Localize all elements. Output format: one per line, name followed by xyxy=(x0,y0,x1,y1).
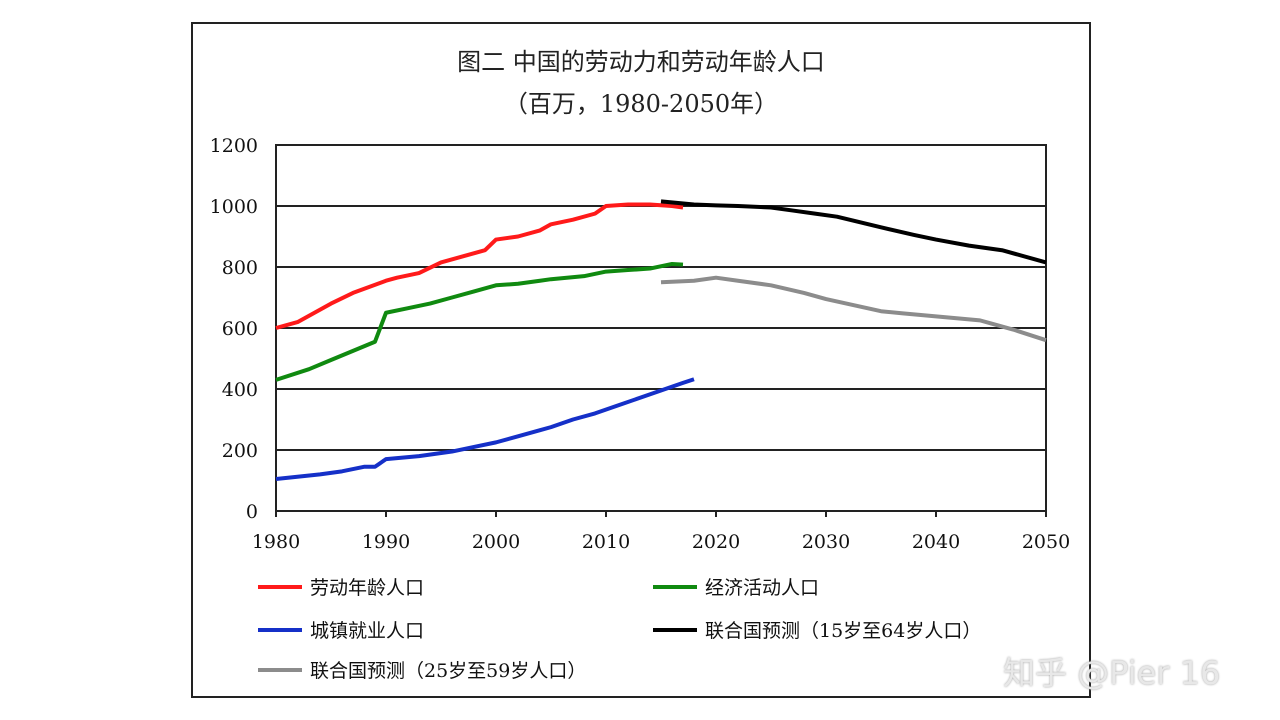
legend-label: 联合国预测（15岁至64岁人口） xyxy=(705,620,982,642)
legend-label: 经济活动人口 xyxy=(705,577,820,599)
legend-label: 联合国预测（25岁至59岁人口） xyxy=(310,660,587,682)
y-tick-label: 800 xyxy=(222,257,258,279)
legend-item: 经济活动人口 xyxy=(653,573,819,600)
y-tick-label: 1200 xyxy=(210,135,258,157)
legend-swatch xyxy=(258,627,302,632)
x-tick-label: 1990 xyxy=(362,531,410,553)
y-tick-label: 0 xyxy=(246,501,258,523)
legend-swatch xyxy=(653,584,697,589)
series-line-2 xyxy=(275,377,695,481)
x-tick-label: 2050 xyxy=(1022,531,1070,553)
chart-title: 图二 中国的劳动力和劳动年龄人口 xyxy=(457,48,825,76)
y-tick-label: 600 xyxy=(222,318,258,340)
series-line-3 xyxy=(660,199,1047,265)
chart-subtitle: （百万，1980-2050年） xyxy=(503,90,779,118)
legend-item: 联合国预测（25岁至59岁人口） xyxy=(258,656,586,683)
series-line-1 xyxy=(275,261,684,382)
x-tick-label: 2040 xyxy=(912,531,960,553)
legend-swatch xyxy=(653,627,697,632)
y-tick-label: 400 xyxy=(222,379,258,401)
chart-frame xyxy=(191,22,1091,698)
y-tick-label: 200 xyxy=(222,440,258,462)
x-tick-label: 1980 xyxy=(252,531,300,553)
legend-swatch xyxy=(258,584,302,589)
x-tick-label: 2030 xyxy=(802,531,850,553)
x-tick-label: 2020 xyxy=(692,531,740,553)
legend-label: 城镇就业人口 xyxy=(310,620,425,642)
watermark: 知乎 @Pier 16 xyxy=(1003,654,1221,692)
legend-item: 劳动年龄人口 xyxy=(258,573,424,600)
x-tick-label: 2010 xyxy=(582,531,630,553)
y-tick-label: 1000 xyxy=(210,196,258,218)
legend-item: 城镇就业人口 xyxy=(258,616,424,643)
x-tick-label: 2000 xyxy=(472,531,520,553)
legend-item: 联合国预测（15岁至64岁人口） xyxy=(653,616,981,643)
series-line-4 xyxy=(660,275,1047,343)
series-line-0 xyxy=(275,202,684,330)
legend-label: 劳动年龄人口 xyxy=(310,577,425,599)
legend-swatch xyxy=(258,667,302,672)
